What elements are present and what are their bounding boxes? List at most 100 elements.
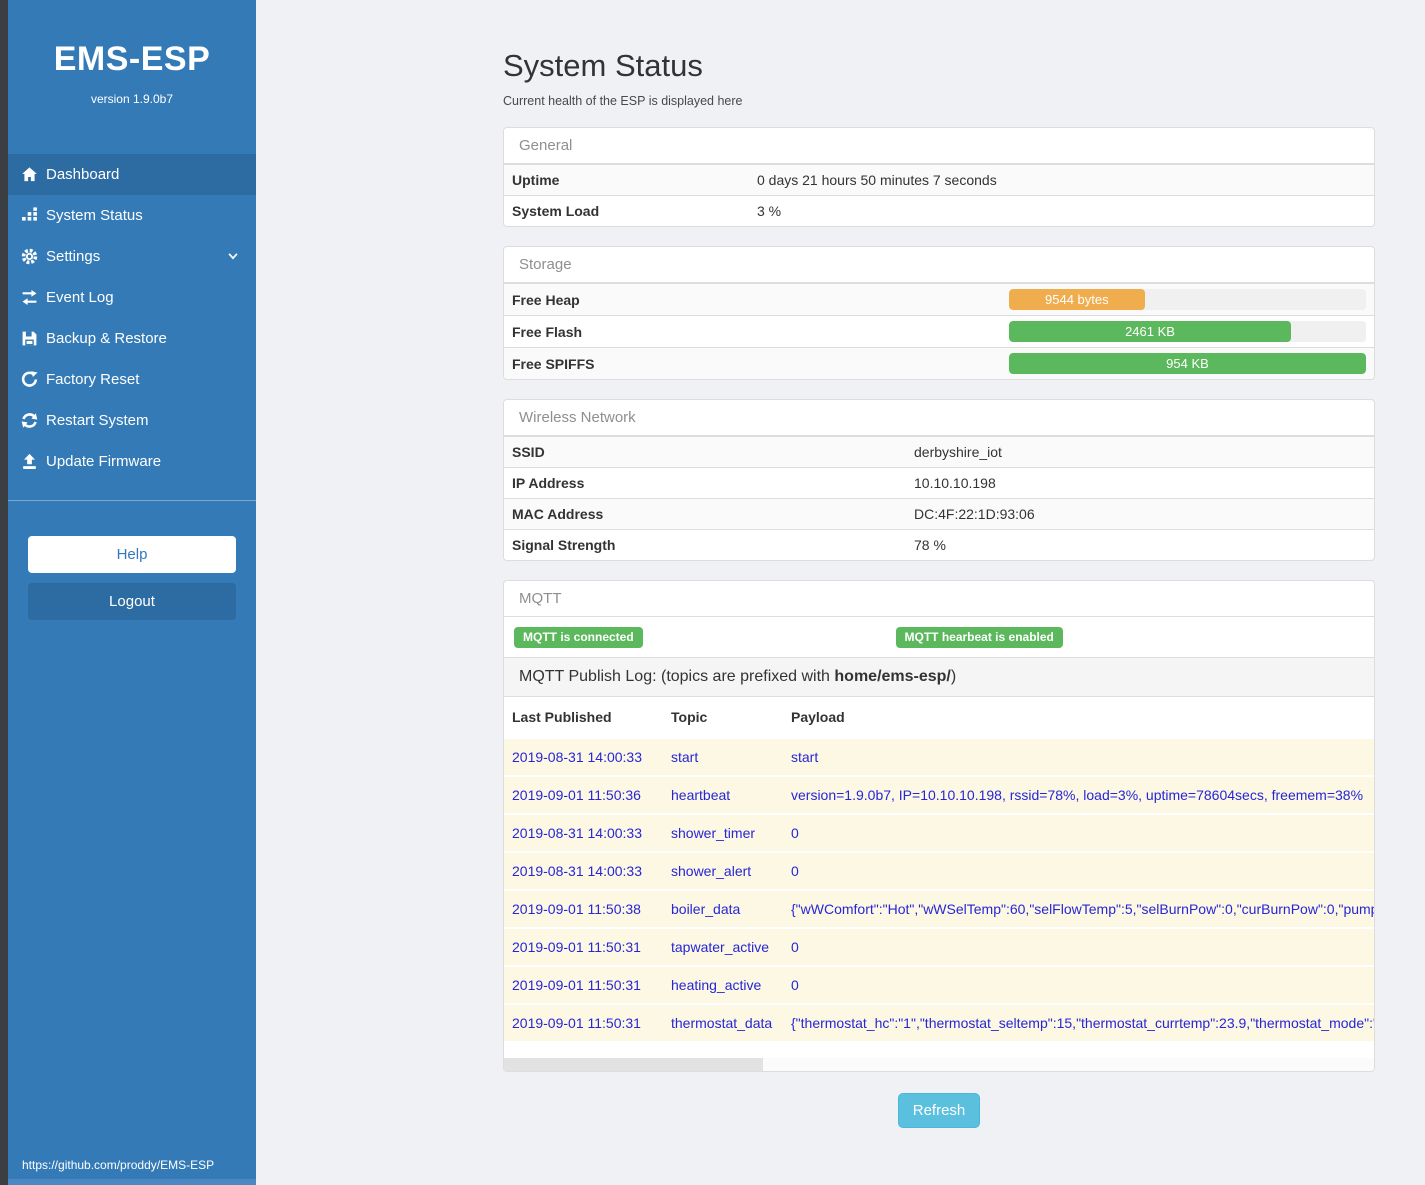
log-payload: 0 xyxy=(791,977,799,993)
row-label: MAC Address xyxy=(512,506,604,522)
row-label: Free Heap xyxy=(512,291,580,308)
row-label: SSID xyxy=(512,444,545,460)
page-subtitle: Current health of the ESP is displayed h… xyxy=(503,94,743,108)
github-link[interactable]: https://github.com/proddy/EMS-ESP xyxy=(22,1158,215,1172)
log-topic: heartbeat xyxy=(671,787,731,803)
refresh-button[interactable]: Refresh xyxy=(897,1093,981,1128)
sidebar-item-restart-system[interactable]: Restart System xyxy=(8,400,256,441)
table-row: IP Address 10.10.10.198 xyxy=(504,467,1374,498)
row-label: Uptime xyxy=(512,172,560,188)
log-payload: 0 xyxy=(791,863,799,879)
column-header: Last Published xyxy=(512,709,612,725)
system-status-icon xyxy=(20,207,38,225)
horizontal-scrollbar[interactable] xyxy=(504,1058,1374,1071)
log-payload: {"thermostat_hc":"1","thermostat_seltemp… xyxy=(791,1015,1374,1031)
panel-storage-heading: Storage xyxy=(504,247,1374,283)
sidebar-item-label: Restart System xyxy=(46,412,149,429)
log-payload: version=1.9.0b7, IP=10.10.10.198, rssid=… xyxy=(791,787,1364,803)
gear-icon xyxy=(20,248,38,266)
sidebar-bottom-strip xyxy=(8,1179,256,1185)
window-edge-strip xyxy=(0,0,8,1185)
log-title-topic-prefix: home/ems-esp/ xyxy=(834,668,951,685)
panel-general: General Uptime 0 days 21 hours 50 minute… xyxy=(503,127,1375,227)
table-row: 2019-08-31 14:00:33 start start xyxy=(504,737,1374,775)
progress-bar: 954 KB xyxy=(1009,353,1366,374)
log-title-suffix: ) xyxy=(950,668,957,685)
log-date: 2019-09-01 11:50:38 xyxy=(512,901,641,917)
rotate-icon xyxy=(20,371,38,389)
sidebar-item-dashboard[interactable]: Dashboard xyxy=(8,154,256,195)
sidebar-item-factory-reset[interactable]: Factory Reset xyxy=(8,359,256,400)
sidebar-item-label: Update Firmware xyxy=(46,453,162,470)
table-row: 2019-09-01 11:50:38 boiler_data {"wWComf… xyxy=(504,889,1374,927)
log-topic: heating_active xyxy=(671,977,762,993)
row-value: derbyshire_iot xyxy=(914,444,1002,460)
log-title-prefix: MQTT Publish Log: (topics are prefixed w… xyxy=(519,668,835,685)
table-row: Signal Strength 78 % xyxy=(504,529,1374,560)
log-topic: boiler_data xyxy=(671,901,741,917)
row-label: System Load xyxy=(512,203,600,219)
logout-button[interactable]: Logout xyxy=(28,583,236,620)
sidebar-item-backup-restore[interactable]: Backup & Restore xyxy=(8,318,256,359)
log-payload: start xyxy=(791,749,819,765)
sidebar-item-label: Factory Reset xyxy=(46,371,140,388)
mqtt-log-title: MQTT Publish Log: (topics are prefixed w… xyxy=(504,657,1374,697)
table-row: Free Heap 9544 bytes xyxy=(504,283,1374,315)
row-value: 3 % xyxy=(757,203,782,219)
log-date: 2019-08-31 14:00:33 xyxy=(512,749,642,765)
log-date: 2019-09-01 11:50:31 xyxy=(512,977,641,993)
table-row: 2019-09-01 11:50:36 heartbeat version=1.… xyxy=(504,775,1374,813)
log-topic: tapwater_active xyxy=(671,939,770,955)
panel-general-heading: General xyxy=(504,128,1374,164)
log-date: 2019-09-01 11:50:31 xyxy=(512,939,641,955)
log-topic: start xyxy=(671,749,699,765)
save-icon xyxy=(20,330,38,348)
table-row: 2019-09-01 11:50:31 tapwater_active 0 xyxy=(504,927,1374,965)
table-row: Free SPIFFS 954 KB xyxy=(504,347,1374,379)
status-badge: MQTT is connected xyxy=(514,627,643,649)
sidebar-item-label: System Status xyxy=(46,207,143,224)
log-payload: 0 xyxy=(791,939,799,955)
sidebar-item-system-status[interactable]: System Status xyxy=(8,195,256,236)
row-label: IP Address xyxy=(512,475,585,491)
refresh-icon xyxy=(20,412,38,430)
table-row: Free Flash 2461 KB xyxy=(504,315,1374,347)
upload-icon xyxy=(20,453,38,471)
brand: EMS-ESP version 1.9.0b7 xyxy=(8,0,256,106)
main-area: System Status Current health of the ESP … xyxy=(256,0,1425,1185)
table-row: 2019-08-31 14:00:33 shower_timer 0 xyxy=(504,813,1374,851)
progress-bar: 9544 bytes xyxy=(1009,289,1145,310)
panel-mqtt-heading: MQTT xyxy=(504,581,1374,617)
table-row: 2019-09-01 11:50:31 heating_active 0 xyxy=(504,965,1374,1003)
sidebar-item-event-log[interactable]: Event Log xyxy=(8,277,256,318)
table-row: 2019-08-31 14:00:33 shower_alert 0 xyxy=(504,851,1374,889)
sidebar-divider xyxy=(8,500,256,501)
log-date: 2019-09-01 11:50:31 xyxy=(512,1015,641,1031)
scrollbar-thumb[interactable] xyxy=(504,1058,763,1071)
log-topic: thermostat_data xyxy=(671,1015,773,1031)
log-topic: shower_alert xyxy=(671,863,752,879)
sidebar-item-update-firmware[interactable]: Update Firmware xyxy=(8,441,256,482)
panel-wireless-heading: Wireless Network xyxy=(504,400,1374,436)
table-row: System Load 3 % xyxy=(504,195,1374,226)
panel-mqtt: MQTT MQTT is connected MQTT hearbeat is … xyxy=(503,580,1375,1072)
app-title: EMS-ESP xyxy=(53,40,211,78)
sidebar-item-settings[interactable]: Settings xyxy=(8,236,256,277)
sidebar-item-label: Event Log xyxy=(46,289,114,306)
status-badge: MQTT hearbeat is enabled xyxy=(895,627,1063,649)
sidebar-item-label: Dashboard xyxy=(46,166,120,183)
free-flash-progress: 2461 KB xyxy=(1009,321,1366,342)
row-value: 10.10.10.198 xyxy=(914,475,996,491)
exchange-icon xyxy=(20,289,38,307)
sidebar-item-label: Backup & Restore xyxy=(46,330,167,347)
row-label: Free Flash xyxy=(512,323,583,340)
log-date: 2019-08-31 14:00:33 xyxy=(512,863,642,879)
sidebar: EMS-ESP version 1.9.0b7 Dashboard System… xyxy=(8,0,256,1185)
row-value: 0 days 21 hours 50 minutes 7 seconds xyxy=(757,172,997,188)
row-value: DC:4F:22:1D:93:06 xyxy=(914,506,1035,522)
table-row: 2019-09-01 11:50:31 thermostat_data {"th… xyxy=(504,1003,1374,1041)
table-row: MAC Address DC:4F:22:1D:93:06 xyxy=(504,498,1374,529)
free-heap-progress: 9544 bytes xyxy=(1009,289,1366,310)
help-button[interactable]: Help xyxy=(28,536,236,573)
log-date: 2019-08-31 14:00:33 xyxy=(512,825,642,841)
